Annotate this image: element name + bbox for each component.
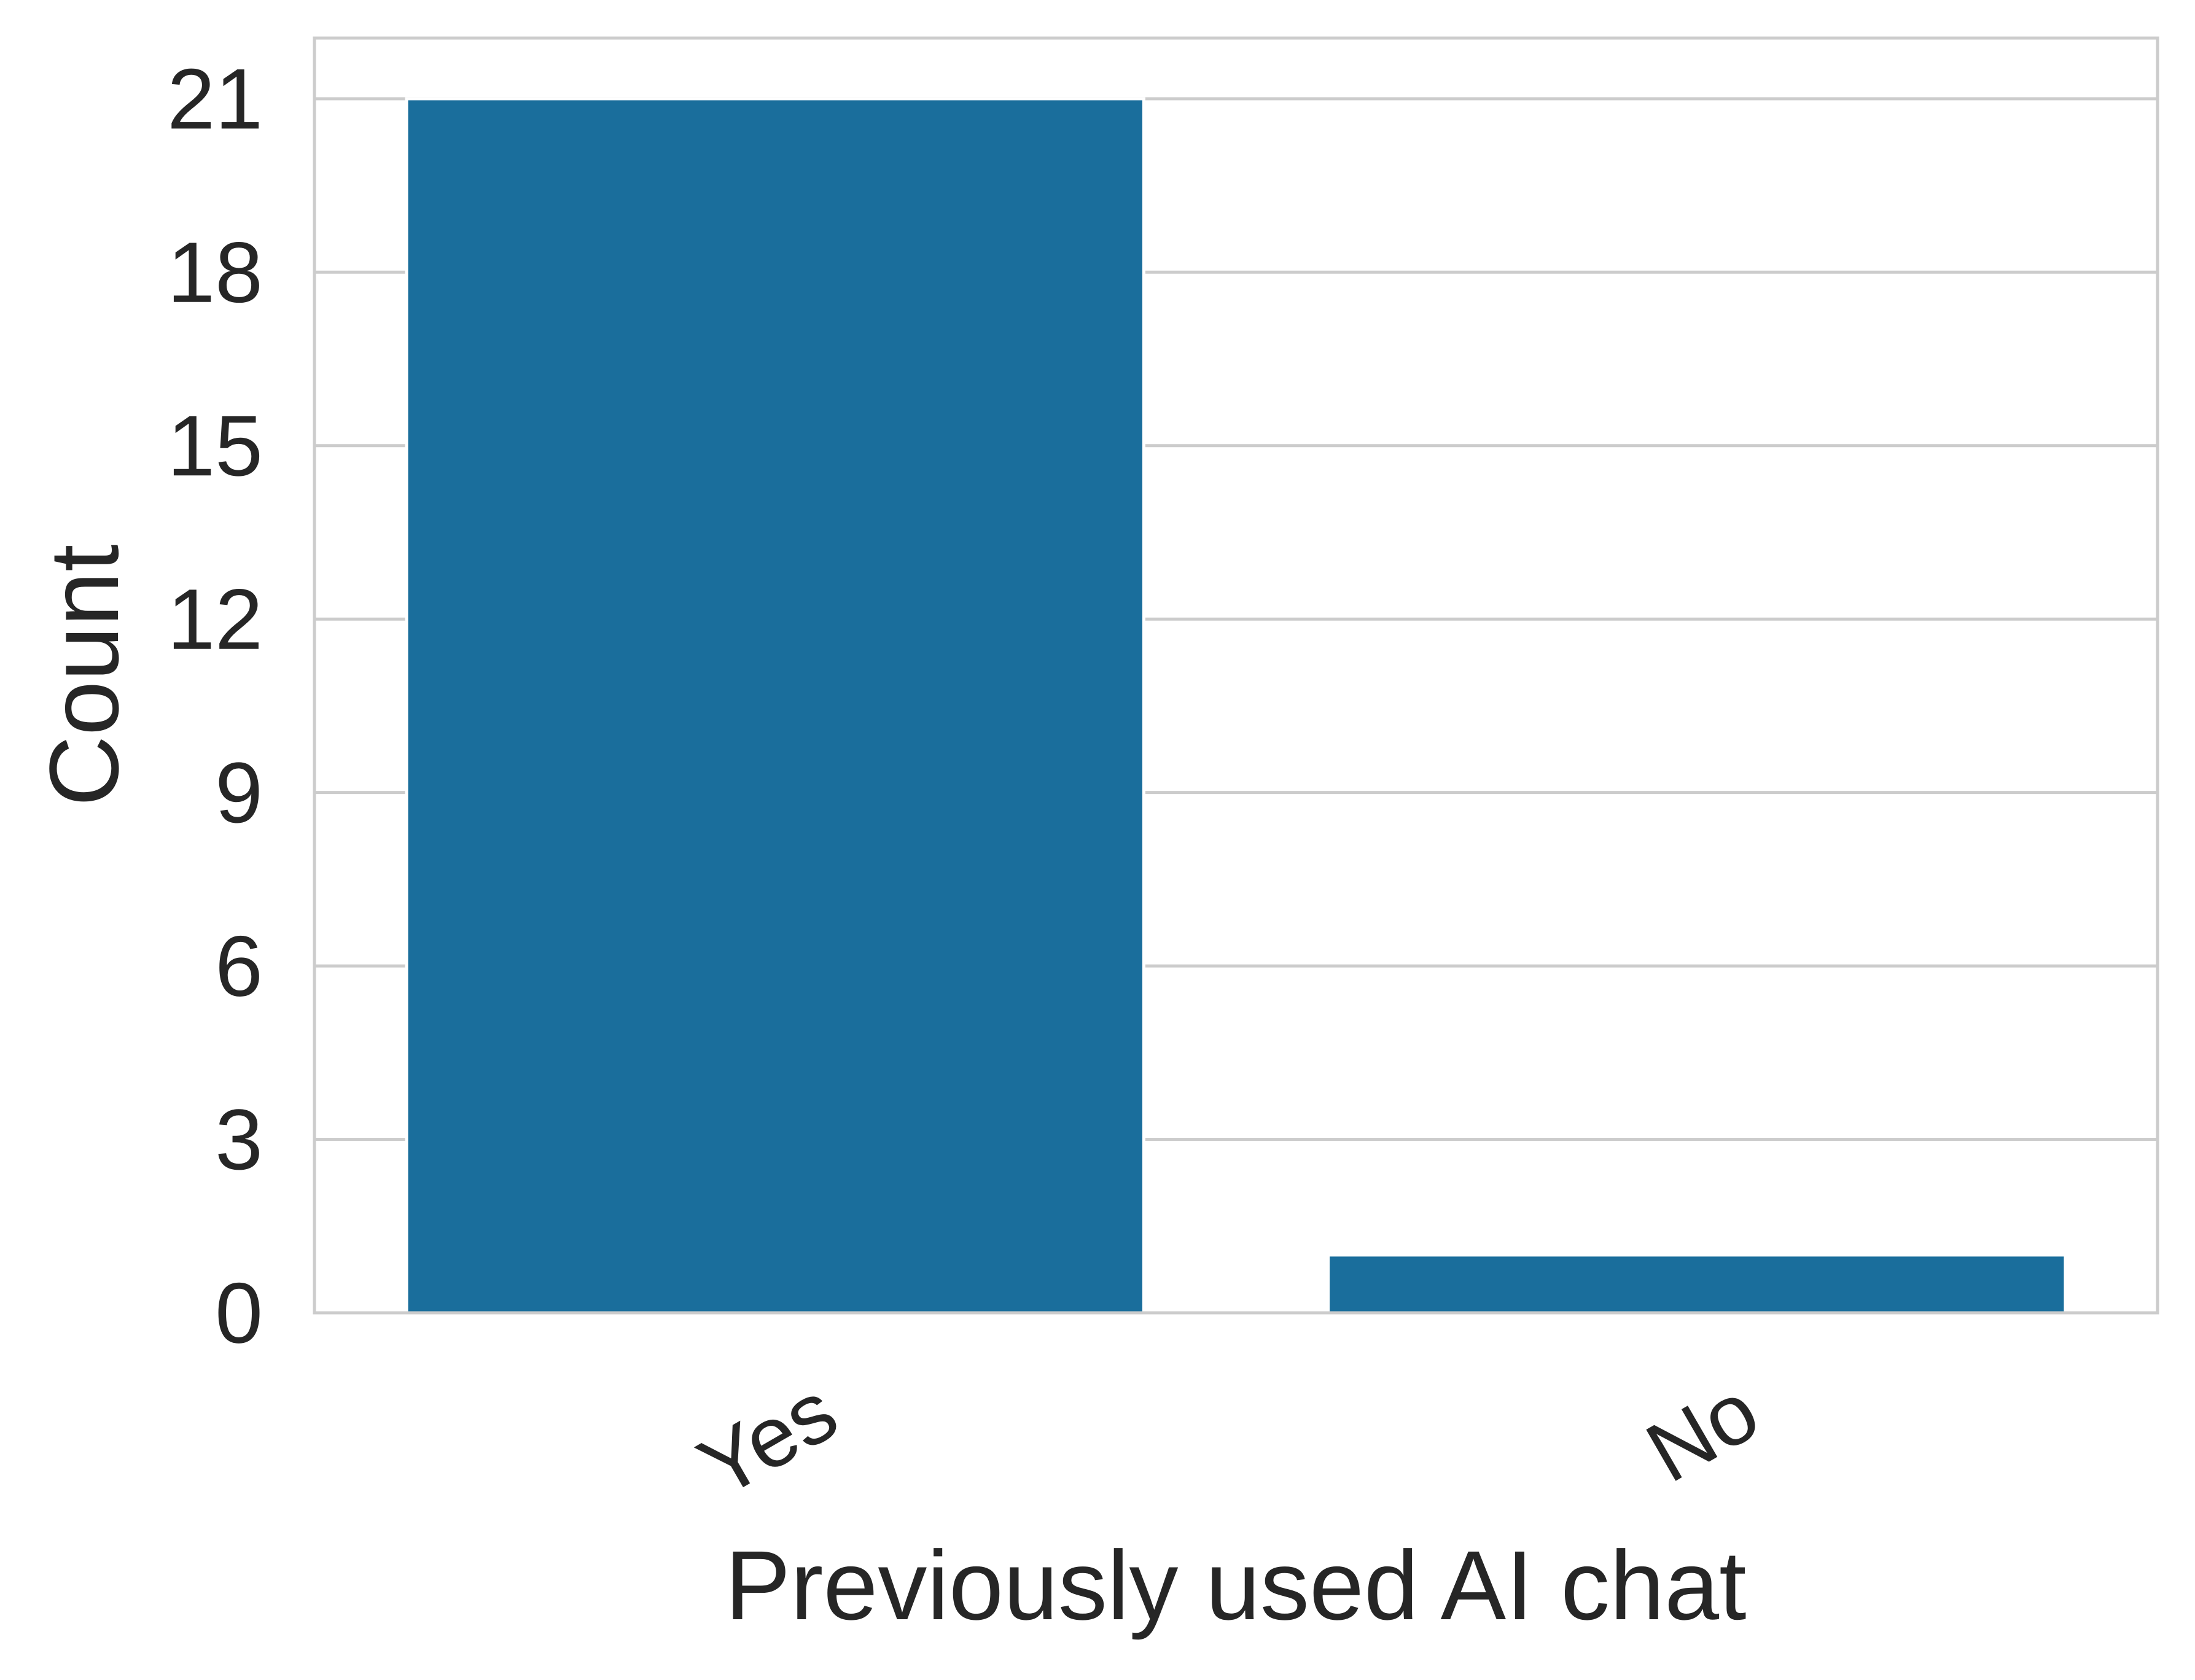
y-tick-label-6: 6: [215, 918, 263, 1014]
y-tick-labels: 0 3 6 9 12 15 18 21: [167, 50, 263, 1361]
bar-no: [1327, 1253, 2067, 1315]
bars: [405, 97, 2067, 1315]
y-tick-label-3: 3: [215, 1091, 263, 1188]
bar-yes: [405, 97, 1145, 1315]
plot-frame: [313, 36, 2159, 1315]
y-tick-label-18: 18: [167, 224, 263, 321]
y-axis-label: Count: [29, 545, 139, 807]
y-tick-label-21: 21: [167, 50, 263, 147]
y-tick-label-0: 0: [215, 1265, 263, 1361]
y-tick-label-9: 9: [215, 744, 263, 841]
y-tick-label-12: 12: [167, 571, 263, 667]
x-axis-label: Previously used AI chat: [725, 1530, 1746, 1640]
y-tick-label-15: 15: [167, 397, 263, 494]
